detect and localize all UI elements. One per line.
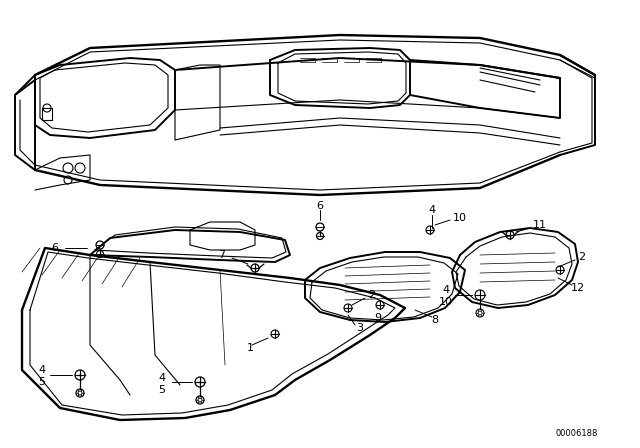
Text: 10: 10 bbox=[453, 213, 467, 223]
Text: 1: 1 bbox=[246, 343, 253, 353]
Text: 2: 2 bbox=[579, 252, 586, 262]
Text: 5: 5 bbox=[159, 385, 166, 395]
Text: 8: 8 bbox=[431, 315, 438, 325]
Text: 2: 2 bbox=[369, 290, 376, 300]
Text: 4: 4 bbox=[442, 285, 449, 295]
Text: 10: 10 bbox=[439, 297, 453, 307]
Text: 5: 5 bbox=[38, 377, 45, 387]
Text: 6: 6 bbox=[317, 201, 323, 211]
Text: 12: 12 bbox=[571, 283, 585, 293]
Text: 6: 6 bbox=[51, 243, 58, 253]
Text: 7: 7 bbox=[218, 250, 225, 260]
Text: 4: 4 bbox=[38, 365, 45, 375]
Text: 00006188: 00006188 bbox=[556, 429, 598, 438]
Text: 4: 4 bbox=[159, 373, 166, 383]
Text: 9: 9 bbox=[374, 313, 381, 323]
Text: 3: 3 bbox=[356, 323, 364, 333]
Text: 4: 4 bbox=[428, 205, 436, 215]
Text: 11: 11 bbox=[533, 220, 547, 230]
